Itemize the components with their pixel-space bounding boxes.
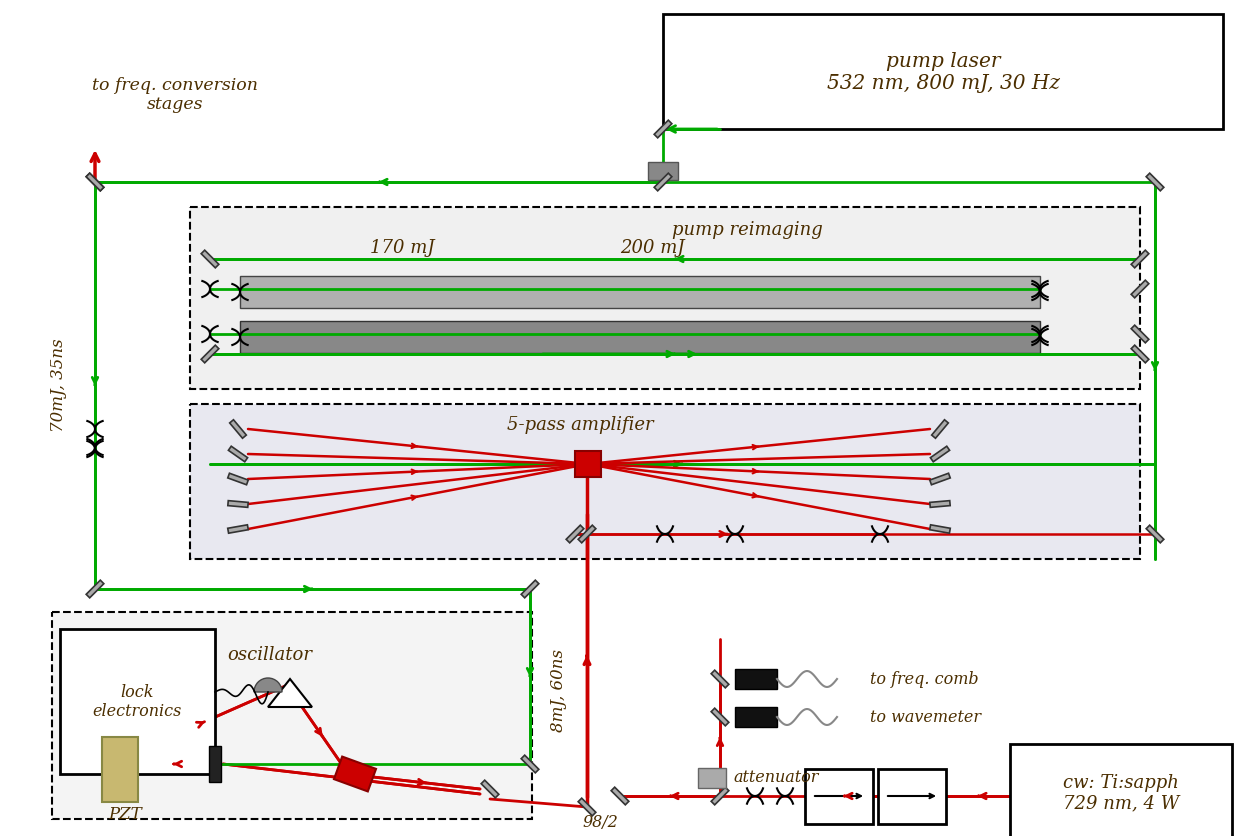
Text: oscillator: oscillator bbox=[227, 645, 313, 663]
Text: attenuator: attenuator bbox=[733, 768, 818, 786]
Text: cw: Ti:sapph
729 nm, 4 W: cw: Ti:sapph 729 nm, 4 W bbox=[1062, 772, 1180, 812]
Text: PZT: PZT bbox=[108, 806, 142, 823]
Bar bbox=[190, 405, 1140, 559]
Bar bbox=[575, 451, 601, 477]
Polygon shape bbox=[711, 708, 728, 726]
Bar bbox=[1010, 744, 1232, 836]
Polygon shape bbox=[655, 121, 672, 139]
Polygon shape bbox=[268, 679, 312, 707]
Polygon shape bbox=[930, 501, 950, 507]
Polygon shape bbox=[521, 580, 539, 598]
Polygon shape bbox=[228, 525, 248, 533]
Polygon shape bbox=[579, 798, 596, 816]
Polygon shape bbox=[229, 421, 247, 439]
Polygon shape bbox=[1131, 326, 1148, 344]
Bar bbox=[209, 746, 221, 782]
Polygon shape bbox=[930, 525, 950, 533]
Bar bbox=[648, 163, 678, 181]
Polygon shape bbox=[930, 446, 950, 462]
Polygon shape bbox=[711, 670, 728, 688]
Polygon shape bbox=[1146, 174, 1163, 191]
Polygon shape bbox=[611, 788, 628, 805]
Bar bbox=[663, 15, 1223, 130]
Polygon shape bbox=[1131, 251, 1148, 268]
Polygon shape bbox=[566, 526, 584, 543]
Polygon shape bbox=[1131, 346, 1148, 364]
Bar bbox=[734, 669, 777, 689]
Text: 8mJ, 60ns: 8mJ, 60ns bbox=[550, 648, 566, 731]
Text: pump reimaging: pump reimaging bbox=[672, 221, 823, 239]
Bar bbox=[60, 630, 214, 774]
Polygon shape bbox=[1131, 281, 1148, 298]
Bar bbox=[239, 322, 1040, 354]
Polygon shape bbox=[655, 174, 672, 191]
Polygon shape bbox=[228, 446, 248, 462]
Text: lock
electronics: lock electronics bbox=[92, 683, 182, 720]
Bar bbox=[878, 769, 946, 824]
Bar bbox=[734, 707, 777, 727]
Text: to freq. comb: to freq. comb bbox=[870, 670, 979, 688]
Text: to wavemeter: to wavemeter bbox=[870, 709, 981, 726]
Bar bbox=[52, 612, 532, 819]
Polygon shape bbox=[228, 474, 248, 485]
Polygon shape bbox=[579, 526, 596, 543]
Polygon shape bbox=[86, 174, 104, 191]
Bar bbox=[190, 208, 1140, 390]
Text: 200 mJ: 200 mJ bbox=[620, 239, 685, 257]
Text: pump laser
532 nm, 800 mJ, 30 Hz: pump laser 532 nm, 800 mJ, 30 Hz bbox=[827, 52, 1060, 93]
Bar bbox=[806, 769, 873, 824]
Text: 170 mJ: 170 mJ bbox=[370, 239, 435, 257]
Bar bbox=[334, 757, 377, 792]
Polygon shape bbox=[201, 346, 218, 364]
Bar bbox=[239, 277, 1040, 308]
Polygon shape bbox=[711, 788, 728, 805]
Bar bbox=[698, 768, 726, 788]
Text: to freq. conversion
stages: to freq. conversion stages bbox=[92, 77, 258, 113]
Polygon shape bbox=[930, 474, 950, 485]
Bar bbox=[102, 737, 138, 802]
Text: 98/2: 98/2 bbox=[582, 813, 617, 830]
Text: 70mJ, 35ns: 70mJ, 35ns bbox=[50, 338, 66, 431]
Polygon shape bbox=[1146, 526, 1163, 543]
Polygon shape bbox=[228, 501, 248, 507]
Polygon shape bbox=[481, 780, 499, 798]
Polygon shape bbox=[86, 580, 104, 598]
Polygon shape bbox=[521, 755, 539, 773]
Text: 5-pass amplifier: 5-pass amplifier bbox=[506, 415, 653, 434]
Polygon shape bbox=[86, 174, 104, 191]
Wedge shape bbox=[254, 678, 282, 692]
Polygon shape bbox=[201, 251, 218, 268]
Polygon shape bbox=[932, 421, 948, 439]
